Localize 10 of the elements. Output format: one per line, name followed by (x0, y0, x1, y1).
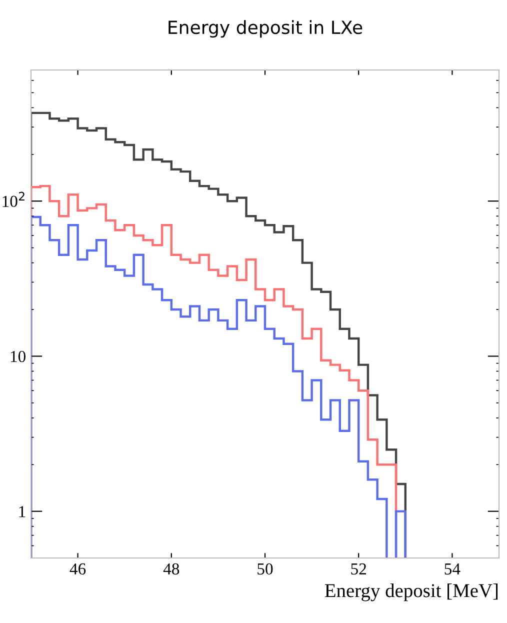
y-tick-label: 1 (19, 506, 26, 518)
y-tick-label: 10 (10, 350, 26, 362)
x-tick-label: 46 (70, 563, 86, 575)
chart-title: Energy deposit in LXe (168, 20, 362, 38)
y-tick-label: 10$^{2}$ (2, 192, 24, 208)
x-tick-label: 52 (351, 563, 366, 575)
x-tick-label: 54 (444, 563, 460, 575)
x-tick-label: 48 (163, 563, 180, 575)
x-axis-title: Energy deposit [MeV] (324, 584, 498, 602)
x-tick-label: 50 (258, 563, 273, 575)
